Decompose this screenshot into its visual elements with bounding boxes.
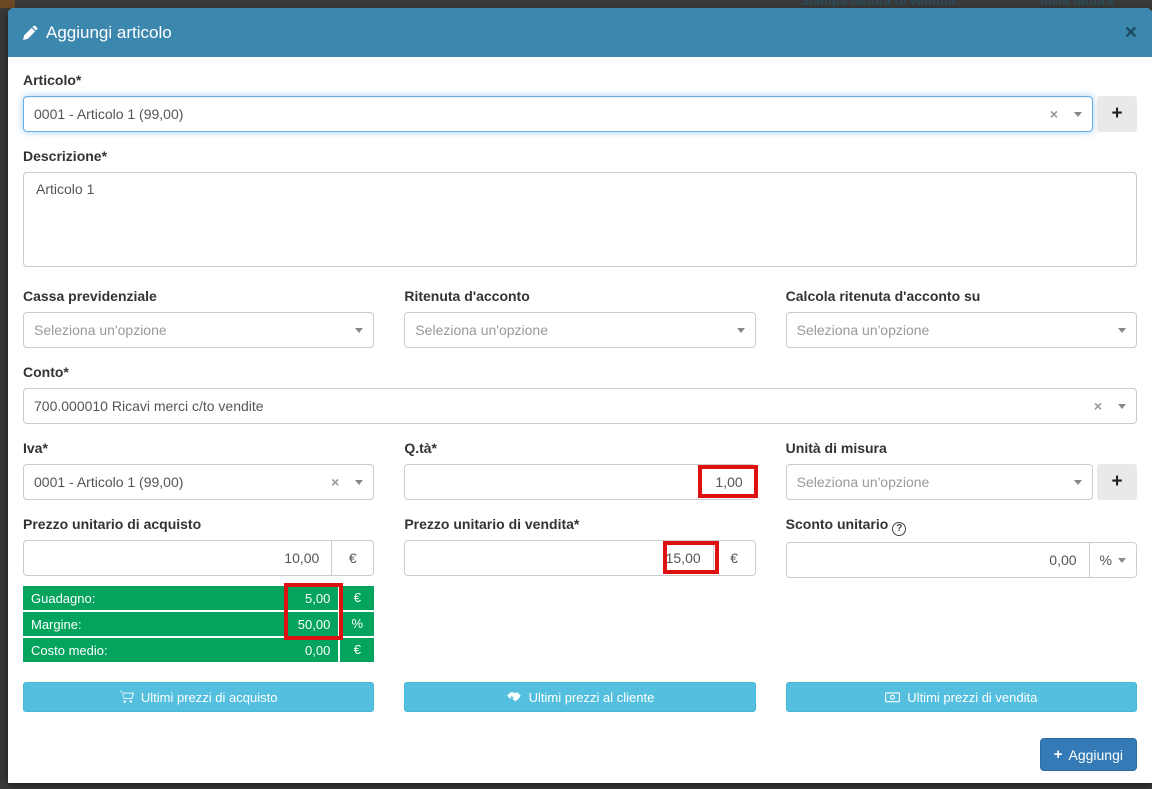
cart-icon (119, 690, 134, 704)
guadagno-label: Guadagno: (31, 590, 96, 606)
conto-selected-value: 700.000010 Ricavi merci c/to vendite (34, 398, 264, 414)
articolo-select[interactable]: 0001 - Articolo 1 (99,00) × (23, 96, 1093, 132)
banknote-icon (885, 691, 901, 703)
field-prezzo-vendita: Prezzo unitario di vendita* € (404, 514, 756, 664)
field-articolo: Articolo* 0001 - Articolo 1 (99,00) × + (23, 70, 1137, 132)
unita-misura-placeholder: Seleziona un'opzione (796, 474, 930, 490)
margine-label: Margine: (31, 616, 82, 632)
ultimi-prezzi-vendita-button[interactable]: Ultimi prezzi di vendita (785, 682, 1137, 712)
calcola-ritenuta-placeholder: Seleziona un'opzione (796, 322, 930, 338)
prezzo-acquisto-currency-addon: € (332, 540, 375, 576)
chevron-down-icon (1118, 327, 1126, 333)
close-icon[interactable]: × (1124, 21, 1137, 44)
iva-label: Iva* (23, 440, 48, 456)
descrizione-textarea[interactable]: Articolo 1 (23, 172, 1137, 267)
field-unita-misura: Unità di misura Seleziona un'opzione + (785, 438, 1137, 500)
margine-unit: % (338, 612, 374, 636)
guadagno-unit: € (338, 586, 374, 610)
help-circle-icon[interactable]: ? (892, 522, 907, 536)
sconto-unitario-input[interactable] (785, 542, 1090, 578)
modal-body: Articolo* 0001 - Articolo 1 (99,00) × + … (8, 57, 1152, 712)
iva-select[interactable]: 0001 - Articolo 1 (99,00) × (23, 464, 375, 500)
field-iva: Iva* 0001 - Articolo 1 (99,00) × (23, 438, 375, 500)
qta-input[interactable] (404, 464, 756, 500)
field-calcola-ritenuta: Calcola ritenuta d'acconto su Seleziona … (785, 286, 1137, 348)
field-cassa-previdenziale: Cassa previdenziale Seleziona un'opzione (23, 286, 375, 348)
aggiungi-button[interactable]: + Aggiungi (1039, 738, 1137, 771)
field-qta: Q.tà* (404, 438, 758, 500)
chevron-down-icon (1118, 403, 1126, 409)
field-sconto-unitario: Sconto unitario? % (785, 514, 1137, 664)
table-row: Guadagno: 5,00 € (23, 586, 375, 610)
chevron-down-icon (1074, 479, 1082, 485)
conto-clear-icon[interactable]: × (1093, 398, 1102, 414)
sconto-unit-value: % (1099, 552, 1112, 568)
prezzo-vendita-input[interactable] (404, 540, 714, 576)
prezzo-acquisto-input[interactable] (23, 540, 333, 576)
cassa-previdenziale-select[interactable]: Seleziona un'opzione (23, 312, 375, 348)
modal-header: Aggiungi articolo × (8, 8, 1152, 57)
guadagno-value: 5,00 (305, 590, 331, 606)
chevron-down-icon (355, 327, 364, 333)
modal-title: Aggiungi articolo (23, 23, 172, 43)
sconto-unitario-unit-dropdown[interactable]: % (1089, 542, 1137, 578)
ritenuta-acconto-label: Ritenuta d'acconto (404, 288, 530, 304)
margini-table: Guadagno: 5,00 € Margine: 50,00 % Costo … (23, 583, 375, 662)
prezzo-vendita-currency-addon: € (713, 540, 756, 576)
add-article-modal: Aggiungi articolo × Articolo* 0001 - Art… (8, 8, 1152, 783)
iva-clear-icon[interactable]: × (331, 474, 340, 490)
unita-misura-label: Unità di misura (785, 440, 887, 456)
articolo-selected-value: 0001 - Articolo 1 (99,00) (34, 106, 184, 122)
unita-misura-select[interactable]: Seleziona un'opzione (785, 464, 1093, 500)
modal-footer: + Aggiungi (8, 712, 1152, 785)
table-row: Margine: 50,00 % (23, 612, 375, 636)
plus-icon: + (1053, 746, 1063, 763)
field-prezzo-acquisto: Prezzo unitario di acquisto € Guadagno: … (23, 514, 375, 664)
costo-medio-label: Costo medio: (31, 642, 108, 658)
unita-misura-add-button[interactable]: + (1097, 464, 1137, 500)
field-conto: Conto* 700.000010 Ricavi merci c/to vend… (23, 362, 1137, 424)
iva-selected-value: 0001 - Articolo 1 (99,00) (34, 474, 184, 490)
articolo-clear-icon[interactable]: × (1049, 106, 1058, 122)
costo-medio-unit: € (338, 638, 374, 662)
handshake-icon (506, 691, 522, 703)
chevron-down-icon (1074, 111, 1082, 117)
backdrop-left-strip (0, 8, 8, 789)
prezzo-acquisto-label: Prezzo unitario di acquisto (23, 516, 202, 532)
chevron-down-icon (736, 327, 745, 333)
cassa-previdenziale-label: Cassa previdenziale (23, 288, 157, 304)
table-row: Costo medio: 0,00 € (23, 638, 375, 662)
ultimi-prezzi-cliente-button[interactable]: Ultimi prezzi al cliente (404, 682, 756, 712)
margine-value: 50,00 (297, 616, 331, 632)
prezzo-vendita-label: Prezzo unitario di vendita* (404, 516, 580, 532)
backdrop-bottom-strip (0, 783, 1152, 789)
calcola-ritenuta-select[interactable]: Seleziona un'opzione (785, 312, 1137, 348)
backdrop-corner (0, 0, 15, 8)
ritenuta-acconto-select[interactable]: Seleziona un'opzione (404, 312, 756, 348)
field-descrizione: Descrizione* Articolo 1 (23, 146, 1137, 272)
costo-medio-value: 0,00 (305, 642, 331, 658)
descrizione-label: Descrizione* (23, 148, 108, 164)
chevron-down-icon (355, 479, 364, 485)
chevron-down-icon (1118, 557, 1126, 563)
conto-label: Conto* (23, 364, 69, 380)
pencil-icon (23, 25, 38, 40)
calcola-ritenuta-label: Calcola ritenuta d'acconto su (785, 288, 981, 304)
sconto-unitario-label: Sconto unitario? (786, 514, 1137, 536)
cassa-previdenziale-placeholder: Seleziona un'opzione (34, 322, 167, 338)
articolo-add-button[interactable]: + (1097, 96, 1137, 132)
backdrop-text-invia: Invia fattura (1040, 0, 1114, 8)
articolo-label: Articolo* (23, 72, 82, 88)
ultimi-prezzi-acquisto-button[interactable]: Ultimi prezzi di acquisto (23, 682, 375, 712)
field-ritenuta-acconto: Ritenuta d'acconto Seleziona un'opzione (404, 286, 756, 348)
ritenuta-acconto-placeholder: Seleziona un'opzione (415, 322, 548, 338)
backdrop-text-stampa: Stampa fattura di vendita (800, 0, 956, 8)
conto-select[interactable]: 700.000010 Ricavi merci c/to vendite × (23, 388, 1137, 424)
qta-label: Q.tà* (404, 440, 438, 456)
backdrop-top-strip: Stampa fattura di vendita Invia fattura (0, 0, 1152, 8)
